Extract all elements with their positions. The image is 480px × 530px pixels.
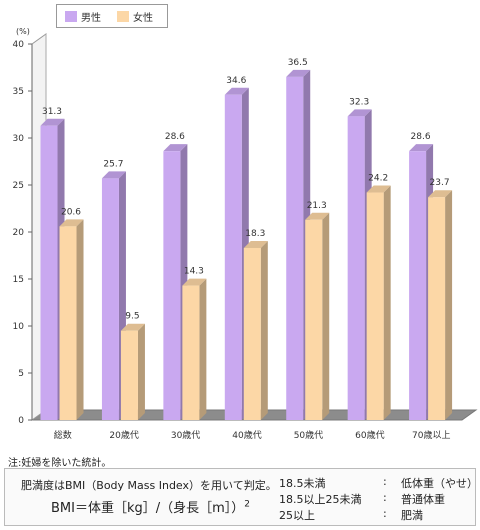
data-label: 28.6 <box>411 132 431 142</box>
legend-label-male: 男性 <box>81 13 101 24</box>
bar-female <box>305 212 330 420</box>
bar-front <box>428 197 446 420</box>
bmi-category-colon: : <box>383 475 387 488</box>
bar-side <box>137 323 145 420</box>
bar-top <box>366 185 391 193</box>
bar-front <box>224 94 242 420</box>
y-tick-label: 10 <box>13 322 25 332</box>
data-label: 25.7 <box>103 159 123 169</box>
data-label: 24.2 <box>368 174 388 184</box>
y-tick-label: 40 <box>13 40 25 50</box>
bar-top <box>286 69 311 77</box>
y-tick-label: 5 <box>18 369 24 379</box>
data-label: 20.6 <box>61 207 81 217</box>
bmi-category-row: 18.5未満 : 低体重（やせ） <box>279 475 479 490</box>
x-tick-label: 60歳代 <box>355 429 384 441</box>
bar-side <box>322 212 330 420</box>
legend: 男性 女性 <box>56 4 168 28</box>
bar-top <box>101 171 126 179</box>
bar-front <box>59 226 77 420</box>
bmi-description: 肥満度はBMI（Body Mass Index）を用いて判定。 <box>21 479 277 492</box>
footnote: 注:妊婦を除いた統計。 <box>8 458 112 469</box>
bar-front <box>243 247 261 420</box>
bmi-category-range: 18.5未満 <box>279 477 326 490</box>
bar-top <box>409 144 434 152</box>
bar-top <box>224 87 249 95</box>
data-label: 31.3 <box>42 107 62 117</box>
x-tick-label: 50歳代 <box>294 429 323 441</box>
bar-female <box>366 185 391 420</box>
bar-side <box>383 185 391 420</box>
bmi-category-label: 低体重（やせ） <box>401 477 478 490</box>
bmi-info-box: 肥満度はBMI（Body Mass Index）を用いて判定。 BMI＝体重［k… <box>4 468 479 526</box>
x-tick-label: 40歳代 <box>232 429 261 441</box>
y-tick-label: 0 <box>18 416 24 426</box>
bar-front <box>101 178 119 420</box>
bmi-formula-exponent: 2 <box>244 499 251 510</box>
bar-side <box>199 278 207 420</box>
y-tick-label: 35 <box>13 87 24 97</box>
bar-front <box>409 151 427 420</box>
bar-top <box>40 118 65 126</box>
bar-side <box>445 190 453 420</box>
data-label: 23.7 <box>430 178 450 188</box>
y-unit-label: (%) <box>16 27 30 36</box>
bar-front <box>286 76 304 421</box>
y-tick-label: 20 <box>13 228 25 238</box>
bar-front <box>347 116 365 420</box>
bar-front <box>366 192 384 420</box>
bmi-category-label: 普通体重 <box>401 493 445 506</box>
bar-top <box>347 109 372 117</box>
bar-front <box>40 125 58 420</box>
bar-top <box>163 144 188 152</box>
bmi-category-row: 25以上 : 肥満 <box>279 507 479 522</box>
bar-female <box>120 323 145 420</box>
bar-top <box>182 278 207 286</box>
bar-front <box>305 219 323 420</box>
legend-swatch-female <box>117 11 129 22</box>
bar-front <box>182 285 200 420</box>
bar-side <box>260 240 268 420</box>
x-tick-label: 総数 <box>54 429 72 441</box>
bar-front <box>163 151 181 420</box>
bmi-category-label: 肥満 <box>401 509 423 522</box>
bar-female <box>182 278 207 420</box>
y-tick-label: 15 <box>13 275 24 285</box>
bar-top <box>59 219 84 227</box>
bar-top <box>305 212 330 220</box>
bar-front <box>120 330 138 420</box>
bmi-formula-text: BMI＝体重［kg］/（身長［m］） <box>51 501 245 516</box>
data-label: 36.5 <box>288 58 308 68</box>
bar-female <box>59 219 84 420</box>
data-label: 14.3 <box>184 267 204 277</box>
bmi-formula: BMI＝体重［kg］/（身長［m］）2 <box>51 497 250 516</box>
legend-item-female: 女性 <box>117 9 153 24</box>
bar-chart: 0 5 10 15 20 25 30 35 40 (%) 31.3 20.6 総数 25.7 9.5 20歳… <box>13 27 478 441</box>
bmi-category-colon: : <box>383 491 387 504</box>
bar-female <box>243 240 268 420</box>
data-label: 32.3 <box>349 97 369 107</box>
data-label: 34.6 <box>226 76 246 86</box>
bmi-category-range: 18.5以上25未満 <box>279 493 362 506</box>
bar-top <box>120 323 145 331</box>
legend-swatch-male <box>65 11 77 22</box>
bar-top <box>243 240 268 248</box>
bmi-category-colon: : <box>383 507 387 520</box>
x-tick-label: 70歳以上 <box>412 429 450 441</box>
y-tick-label: 25 <box>13 181 24 191</box>
data-label: 21.3 <box>307 201 327 211</box>
bar-female <box>428 190 453 420</box>
x-tick-label: 20歳代 <box>109 429 138 441</box>
x-tick-label: 30歳代 <box>171 429 200 441</box>
data-label: 18.3 <box>245 229 265 239</box>
bmi-category-row: 18.5以上25未満 : 普通体重 <box>279 491 479 506</box>
legend-item-male: 男性 <box>65 9 101 24</box>
data-label: 9.5 <box>125 312 139 322</box>
bar-top <box>428 190 453 198</box>
bmi-category-range: 25以上 <box>279 509 315 522</box>
bar-side <box>76 219 84 420</box>
data-label: 28.6 <box>165 132 185 142</box>
legend-label-female: 女性 <box>133 13 153 24</box>
y-tick-label: 30 <box>13 134 25 144</box>
